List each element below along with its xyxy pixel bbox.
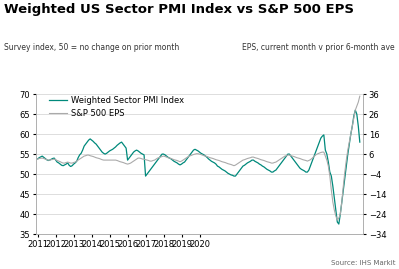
- Legend: Weighted Sector PMI Index, S&P 500 EPS: Weighted Sector PMI Index, S&P 500 EPS: [49, 95, 184, 118]
- Text: Weighted US Sector PMI Index vs S&P 500 EPS: Weighted US Sector PMI Index vs S&P 500 …: [4, 3, 354, 16]
- Text: Survey index, 50 = no change on prior month: Survey index, 50 = no change on prior mo…: [4, 43, 179, 52]
- Text: EPS, current month v prior 6-month ave: EPS, current month v prior 6-month ave: [242, 43, 395, 52]
- Text: Source: IHS Markit: Source: IHS Markit: [330, 260, 395, 266]
